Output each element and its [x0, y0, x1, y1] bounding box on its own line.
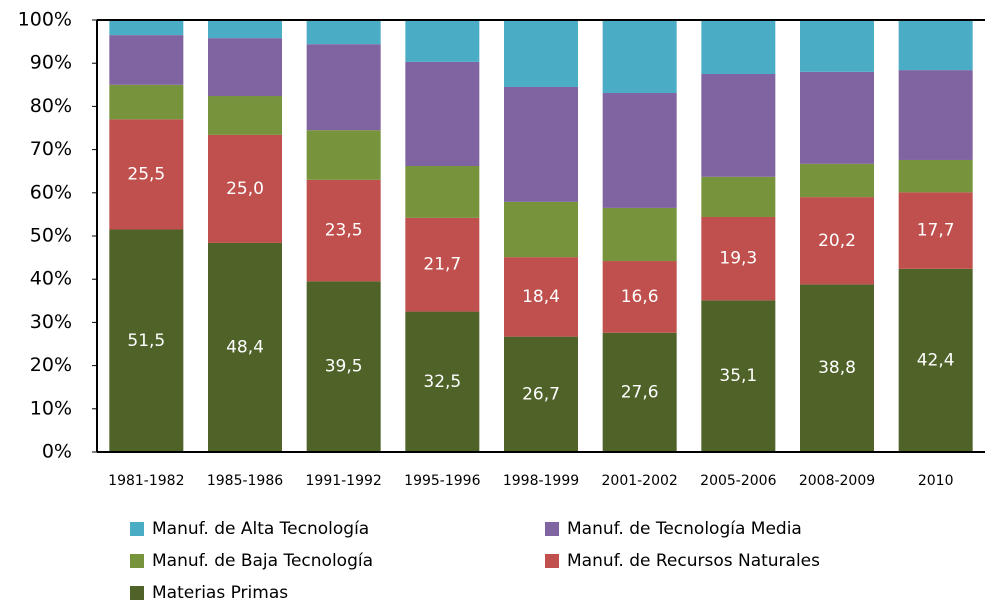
bar-segment: [898, 20, 973, 71]
bar-segment: [602, 261, 677, 333]
bar-segment: [208, 134, 282, 243]
y-tick-label: 70%: [30, 138, 72, 160]
bar-segment: [405, 311, 480, 452]
bar-segment: [701, 176, 776, 217]
bar-segment: [602, 332, 677, 452]
data-label: 21,7: [423, 255, 461, 275]
bar-segment: [109, 119, 184, 230]
data-label: 23,5: [325, 221, 363, 241]
data-label: 17,7: [917, 221, 955, 241]
bar-segment: [208, 38, 282, 97]
bar-segment: [602, 207, 677, 262]
y-tick-label: 90%: [30, 52, 72, 74]
bar-segment: [602, 20, 677, 94]
bar-segment: [701, 216, 776, 301]
legend-swatch: [545, 522, 559, 536]
bar-segment: [405, 217, 480, 312]
data-label: 48,4: [226, 337, 264, 357]
bar-segment: [800, 163, 874, 198]
bar-segment: [405, 61, 480, 167]
data-label: 42,4: [917, 350, 955, 370]
data-label: 51,5: [127, 331, 165, 351]
bar-segment: [306, 44, 381, 131]
bar-segment: [306, 130, 381, 180]
bar-segment: [208, 96, 282, 135]
y-tick-label: 60%: [30, 181, 72, 203]
bar-segment: [109, 20, 184, 36]
bar-segment: [306, 281, 381, 452]
y-tick-label: 100%: [18, 9, 72, 31]
bar-segment: [800, 284, 874, 452]
x-tick-label: 2008-2009: [799, 473, 875, 489]
legend-label: Manuf. de Tecnología Media: [567, 519, 802, 539]
bar-segment: [504, 201, 578, 258]
x-tick-label: 1985-1986: [207, 473, 283, 489]
bar-segment: [800, 20, 874, 72]
x-tick-label: 1995-1996: [404, 473, 480, 489]
bar-segment: [405, 166, 480, 218]
bar-segment: [504, 86, 578, 202]
data-label: 32,5: [423, 372, 461, 392]
bar-segment: [701, 20, 776, 74]
bar-segment: [109, 35, 184, 85]
data-label: 19,3: [719, 249, 757, 269]
legend-swatch: [130, 554, 144, 568]
data-label: 35,1: [719, 366, 757, 386]
data-label: 20,2: [818, 231, 856, 251]
data-label: 38,8: [818, 358, 856, 378]
bar-segment: [701, 74, 776, 177]
bar-segment: [898, 70, 973, 160]
legend-label: Manuf. de Recursos Naturales: [567, 551, 820, 571]
data-label: 26,7: [522, 384, 560, 404]
bar-segment: [306, 20, 381, 45]
bar-segment: [109, 229, 184, 452]
y-tick-label: 80%: [30, 95, 72, 117]
bar-segment: [208, 20, 282, 39]
x-tick-label: 2010: [918, 473, 954, 489]
bar-segment: [701, 300, 776, 452]
y-tick-label: 40%: [30, 268, 72, 290]
bar-segment: [800, 71, 874, 164]
bar-segment: [109, 84, 184, 120]
x-tick-label: 1991-1992: [306, 473, 382, 489]
x-tick-label: 2005-2006: [700, 473, 776, 489]
data-label: 25,5: [127, 164, 165, 184]
bar-segment: [800, 197, 874, 285]
data-label: 27,6: [621, 382, 659, 402]
x-tick-label: 1981-1982: [108, 473, 184, 489]
legend-swatch: [130, 522, 144, 536]
bar-segment: [898, 268, 973, 452]
legend-swatch: [130, 586, 144, 600]
y-tick-label: 50%: [30, 225, 72, 247]
bar-segment: [898, 159, 973, 193]
y-tick-label: 10%: [30, 397, 72, 419]
y-tick-label: 0%: [42, 441, 72, 463]
bar-segment: [504, 257, 578, 337]
y-tick-label: 30%: [30, 311, 72, 333]
x-tick-label: 1998-1999: [503, 473, 579, 489]
bar-segment: [208, 242, 282, 452]
legend-label: Manuf. de Baja Tecnología: [152, 551, 373, 571]
bar-segment: [898, 192, 973, 269]
legend-label: Manuf. de Alta Tecnología: [152, 519, 369, 539]
legend-swatch: [545, 554, 559, 568]
data-label: 25,0: [226, 179, 264, 199]
bar-segment: [504, 336, 578, 452]
data-label: 39,5: [325, 357, 363, 377]
bar-segment: [504, 20, 578, 87]
bar-segment: [306, 179, 381, 282]
legend-label: Materias Primas: [152, 583, 288, 602]
bar-segment: [405, 20, 480, 62]
data-label: 16,6: [621, 287, 659, 307]
x-tick-label: 2001-2002: [602, 473, 678, 489]
data-label: 18,4: [522, 287, 560, 307]
bar-segment: [602, 93, 677, 208]
y-tick-label: 20%: [30, 354, 72, 376]
